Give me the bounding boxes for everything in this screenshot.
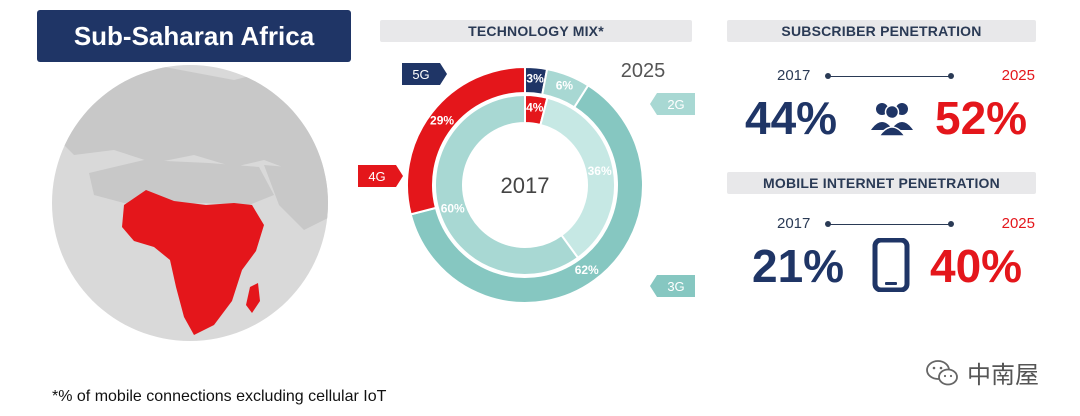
donut-center-year: 2017 — [501, 173, 550, 198]
donut-label-2017-3g: 60% — [441, 201, 465, 215]
legend-tag-4g — [358, 165, 403, 187]
donut-label-2025-5g: 3% — [526, 71, 544, 85]
mobile-internet-year-to: 2025 — [1001, 215, 1035, 232]
timeline-dot — [948, 221, 954, 227]
watermark-text: 中南屋 — [967, 361, 1039, 389]
donut-label-2017-2g: 36% — [588, 164, 612, 178]
subscriber-year-to: 2025 — [1001, 67, 1035, 84]
north-africa-landmass — [89, 160, 274, 205]
people-icon — [871, 103, 913, 137]
technology-mix-donut-chart: 3% 6% 62% 29% 4% 36% 60% 2017 2025 5G 2G 4G 3G — [358, 60, 695, 304]
mobile-internet-year-range: 2017 2025 — [777, 215, 1035, 235]
subscriber-value-to: 52% — [935, 92, 1028, 144]
donut-label-2025-2g: 6% — [556, 79, 574, 93]
donut-outer-year: 2025 — [621, 60, 666, 82]
sub-saharan-africa-region — [122, 190, 264, 335]
donut-slice-2025-4g — [406, 65, 526, 216]
legend-tag-label-5g: 5G — [412, 67, 429, 82]
middle-east-landmass — [264, 165, 328, 230]
timeline-line — [828, 224, 951, 225]
donut-slice-2025-3g — [409, 83, 644, 304]
donut-label-2017-4g: 4% — [526, 101, 544, 115]
smartphone-icon — [872, 238, 910, 292]
legend-tag-label-2g: 2G — [667, 97, 684, 112]
donut-label-2025-3g: 62% — [575, 263, 599, 277]
subscriber-year-from: 2017 — [777, 67, 811, 84]
legend-tag-2g — [650, 93, 695, 115]
africa-globe-map — [52, 65, 328, 341]
madagascar-region — [246, 283, 260, 313]
legend-tag-3g — [650, 275, 695, 297]
technology-mix-heading: TECHNOLOGY MIX* — [380, 20, 692, 42]
mobile-internet-value-to: 40% — [930, 240, 1023, 292]
mobile-internet-year-from: 2017 — [777, 215, 811, 232]
donut-label-2025-4g: 29% — [430, 114, 454, 128]
subscriber-penetration-heading: SUBSCRIBER PENETRATION — [727, 20, 1036, 42]
watermark: 中南屋 — [925, 355, 1039, 390]
south-america-landmass — [52, 255, 56, 325]
wechat-icon — [926, 359, 958, 385]
legend-tag-5g — [402, 63, 447, 85]
donut-slice-2017-3g — [434, 93, 580, 276]
legend-tag-label-3g: 3G — [667, 279, 684, 294]
mobile-internet-value-from: 21% — [752, 240, 845, 292]
subscriber-year-range: 2017 2025 — [777, 67, 1035, 87]
region-title: Sub-Saharan Africa — [37, 10, 351, 62]
mobile-internet-penetration-heading: MOBILE INTERNET PENETRATION — [727, 172, 1036, 194]
legend-tag-label-4g: 4G — [368, 169, 385, 184]
timeline-dot — [948, 73, 954, 79]
subscriber-value-from: 44% — [745, 92, 838, 144]
footnote: *% of mobile connections excluding cellu… — [52, 388, 387, 405]
timeline-line — [828, 76, 951, 77]
